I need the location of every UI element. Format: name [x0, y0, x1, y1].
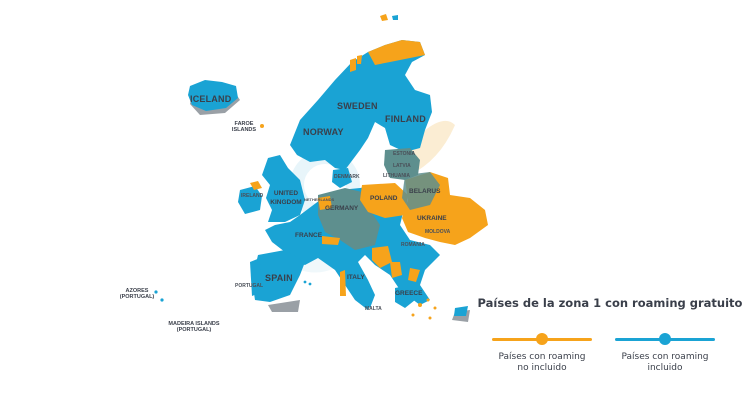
- label-france: FRANCE: [295, 232, 323, 239]
- legend-not-included-marker: [482, 330, 602, 350]
- azores-islands: [154, 290, 164, 302]
- balkan-non-included: [372, 246, 420, 282]
- legend-title: Países de la zona 1 con roaming gratuito: [477, 296, 743, 310]
- label-iceland: ICELAND: [190, 94, 232, 104]
- iberia: [252, 250, 305, 302]
- label-italy: ITALY: [347, 274, 365, 281]
- label-estonia: ESTONIA: [393, 151, 416, 157]
- italy: [330, 248, 375, 308]
- cyprus: [454, 306, 468, 316]
- great-britain: [262, 155, 305, 222]
- label-malta: MALTA: [365, 306, 382, 312]
- malta-island: [366, 302, 370, 306]
- label-united-kingdom: UNITED KINGDOM: [270, 190, 302, 206]
- label-ireland: IRELAND: [241, 193, 264, 199]
- label-netherlands: NETHERLANDS: [304, 197, 335, 202]
- belarus: [402, 172, 440, 210]
- svalbard-2: [392, 15, 398, 20]
- label-germany: GERMANY: [325, 205, 359, 212]
- legend-included-line1: Países con roaming: [621, 352, 709, 362]
- canary-dots: [303, 280, 312, 286]
- baltics: [384, 148, 420, 180]
- legend-included: Países con roaming incluido: [605, 330, 725, 374]
- label-denmark: DENMARK: [334, 174, 360, 180]
- norway-north: [368, 40, 425, 65]
- label-spain: SPAIN: [265, 273, 293, 283]
- label-greece: GREECE: [395, 290, 423, 297]
- label-lithuania: LITHUANIA: [383, 173, 410, 179]
- scandinavia: [290, 40, 432, 170]
- san-marino: [340, 270, 346, 296]
- ireland: [238, 186, 262, 214]
- label-norway: NORWAY: [303, 127, 344, 137]
- label-faroe: FAROE ISLANDS: [231, 121, 257, 133]
- greek-islands: [411, 298, 437, 320]
- legend-not-included: Países con roaming no incluido: [482, 330, 602, 374]
- poland: [360, 183, 408, 218]
- legend-included-marker: [605, 330, 725, 350]
- france-orange: [322, 236, 340, 245]
- legend-included-line2: incluido: [647, 363, 683, 373]
- label-romania: ROMANIA: [401, 242, 425, 248]
- legend-not-included-line2: no incluido: [517, 363, 567, 373]
- portugal: [250, 258, 262, 296]
- northern-ireland: [250, 181, 262, 190]
- label-belarus: BELARUS: [409, 188, 441, 195]
- label-poland: POLAND: [370, 195, 398, 202]
- label-latvia: LATVIA: [393, 163, 411, 169]
- germany-orange: [318, 196, 332, 210]
- label-madeira: MADEIRA ISLANDS (PORTUGAL): [168, 321, 220, 333]
- label-sweden: SWEDEN: [337, 101, 378, 111]
- svalbard: [380, 14, 388, 21]
- iceland: [188, 80, 238, 111]
- label-ukraine: UKRAINE: [417, 215, 447, 222]
- label-finland: FINLAND: [385, 114, 426, 124]
- norway-islands: [350, 55, 362, 72]
- faroe-islands: [260, 124, 264, 128]
- denmark: [332, 168, 352, 188]
- greece: [395, 285, 415, 308]
- label-portugal: PORTUGAL: [235, 283, 264, 289]
- label-azores: AZORES (PORTUGAL): [119, 288, 155, 300]
- legend-not-included-line1: Países con roaming: [498, 352, 586, 362]
- label-moldova: MOLDOVA: [425, 229, 451, 235]
